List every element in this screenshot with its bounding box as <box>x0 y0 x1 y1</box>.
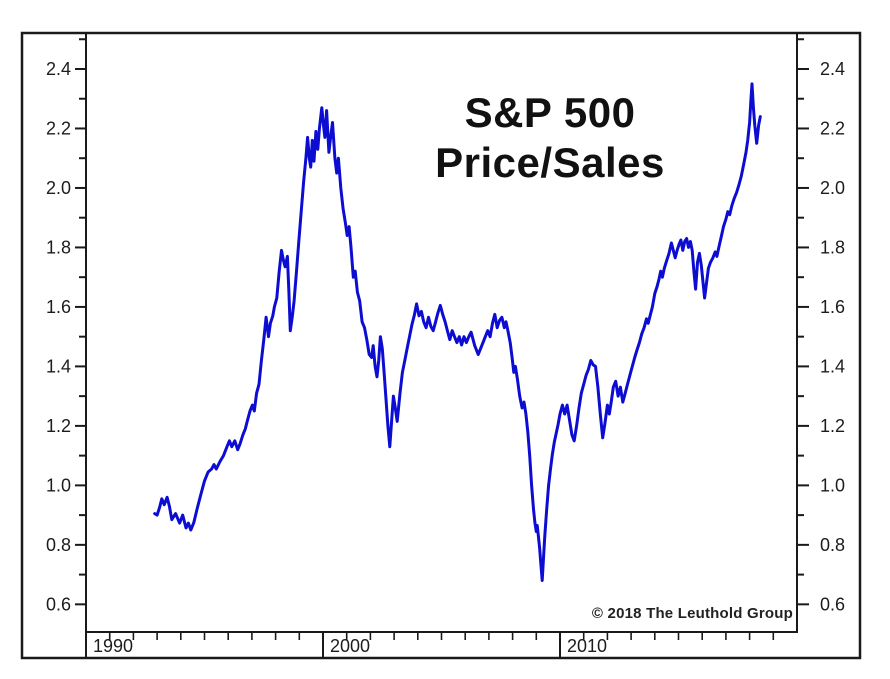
copyright-notice: © 2018 The Leuthold Group <box>591 605 793 622</box>
price-sales-line <box>153 82 762 582</box>
decade-label: 1990 <box>93 636 133 656</box>
series-layer <box>153 82 762 582</box>
y-axis-tick-label-left: 1.6 <box>46 297 71 317</box>
y-axis-tick-label-right: 0.8 <box>820 535 845 555</box>
y-axis-tick-label-right: 1.0 <box>820 475 845 495</box>
chart-title-line2: Price/Sales <box>435 139 665 186</box>
y-axis-tick-label-left: 1.8 <box>46 237 71 257</box>
y-axis-tick-label-left: 1.2 <box>46 416 71 436</box>
y-axis-tick-label-right: 2.0 <box>820 178 845 198</box>
y-axis-tick-label-left: 0.6 <box>46 594 71 614</box>
y-axis-tick-label-left: 2.2 <box>46 118 71 138</box>
y-axis-tick-label-right: 1.4 <box>820 356 845 376</box>
y-axis-tick-label-right: 1.8 <box>820 237 845 257</box>
y-axis-tick-label-right: 2.2 <box>820 118 845 138</box>
chart-title: S&P 500 Price/Sales <box>400 88 700 188</box>
y-axis-tick-label-right: 1.6 <box>820 297 845 317</box>
y-axis-tick-label-left: 2.0 <box>46 178 71 198</box>
decade-label: 2010 <box>567 636 607 656</box>
y-axis-tick-label-right: 2.4 <box>820 59 845 79</box>
y-axis-tick-label-right: 1.2 <box>820 416 845 436</box>
y-axis-tick-label-left: 1.4 <box>46 356 71 376</box>
decade-label: 2000 <box>330 636 370 656</box>
y-axis-tick-label-left: 2.4 <box>46 59 71 79</box>
y-axis-tick-label-left: 0.8 <box>46 535 71 555</box>
y-axis-tick-label-right: 0.6 <box>820 594 845 614</box>
axis-layer: 0.6 0.6 0.8 0.8 1.0 1.0 1.2 1.2 1.4 1.4 1.6 1.6 1.8 1… <box>46 38 845 658</box>
y-axis-tick-label-left: 1.0 <box>46 475 71 495</box>
chart-title-line1: S&P 500 <box>464 89 636 136</box>
